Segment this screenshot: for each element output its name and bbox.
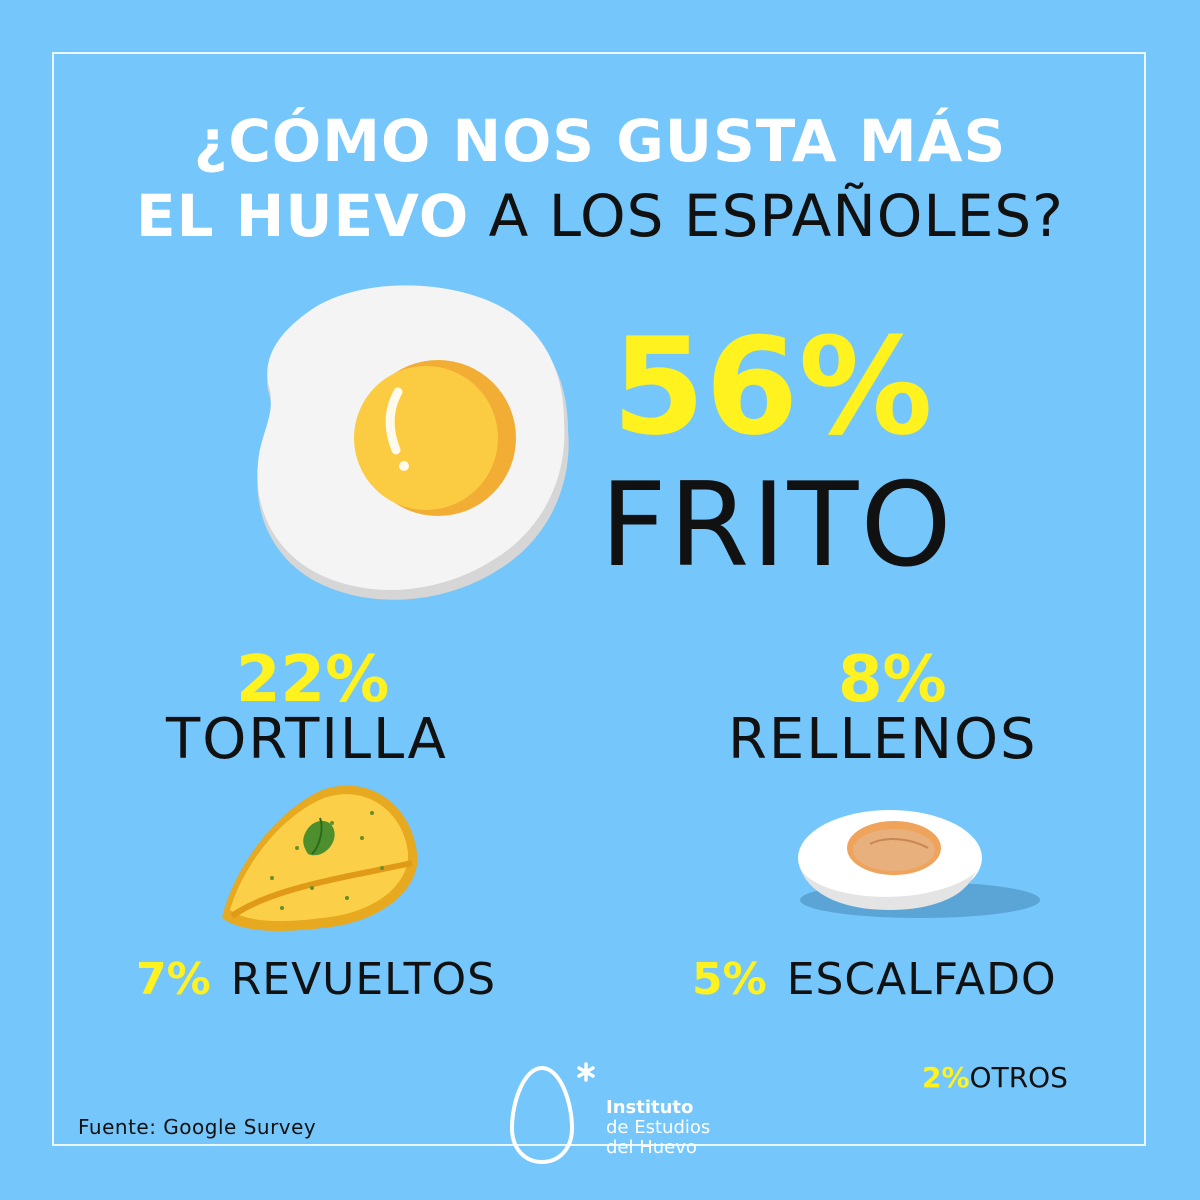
- title-line-2: EL HUEVO A LOS ESPAÑOLES?: [0, 187, 1200, 245]
- border-frame: [52, 52, 1146, 1146]
- omelette-icon: [222, 785, 418, 931]
- tortilla-label: TORTILLA: [166, 707, 448, 772]
- title-rest: A LOS ESPAÑOLES?: [488, 182, 1064, 250]
- boiled-egg-icon: [798, 810, 1040, 918]
- frito-label: FRITO: [600, 458, 954, 593]
- title-highlight: EL HUEVO: [136, 182, 470, 250]
- escalfado-label: ESCALFADO: [786, 954, 1057, 1005]
- egg-logo-icon: [509, 1062, 595, 1165]
- otros-row: 2%OTROS: [922, 1064, 1068, 1092]
- escalfado-percent: 5%: [692, 954, 767, 1005]
- frito-percent: 56%: [612, 309, 933, 465]
- escalfado-row: 5% ESCALFADO: [692, 958, 1057, 1002]
- otros-label: OTROS: [969, 1061, 1068, 1094]
- otros-percent: 2%: [922, 1061, 970, 1094]
- logo-line-3: del Huevo: [606, 1136, 697, 1158]
- logo-line-1: Instituto: [606, 1097, 694, 1118]
- logo-text: Instituto de Estudios del Huevo: [606, 1098, 786, 1157]
- revueltos-label: REVUELTOS: [230, 954, 497, 1005]
- tortilla-percent: 22%: [236, 643, 390, 717]
- logo-line-2: de Estudios: [606, 1116, 711, 1138]
- source-note: Fuente: Google Survey: [78, 1115, 317, 1139]
- rellenos-label: RELLENOS: [728, 707, 1038, 772]
- revueltos-percent: 7%: [136, 954, 211, 1005]
- fried-egg-icon: [257, 285, 569, 600]
- title-line-1: ¿CÓMO NOS GUSTA MÁS: [193, 107, 1007, 175]
- revueltos-row: 7% REVUELTOS: [136, 958, 496, 1002]
- rellenos-percent: 8%: [838, 643, 947, 717]
